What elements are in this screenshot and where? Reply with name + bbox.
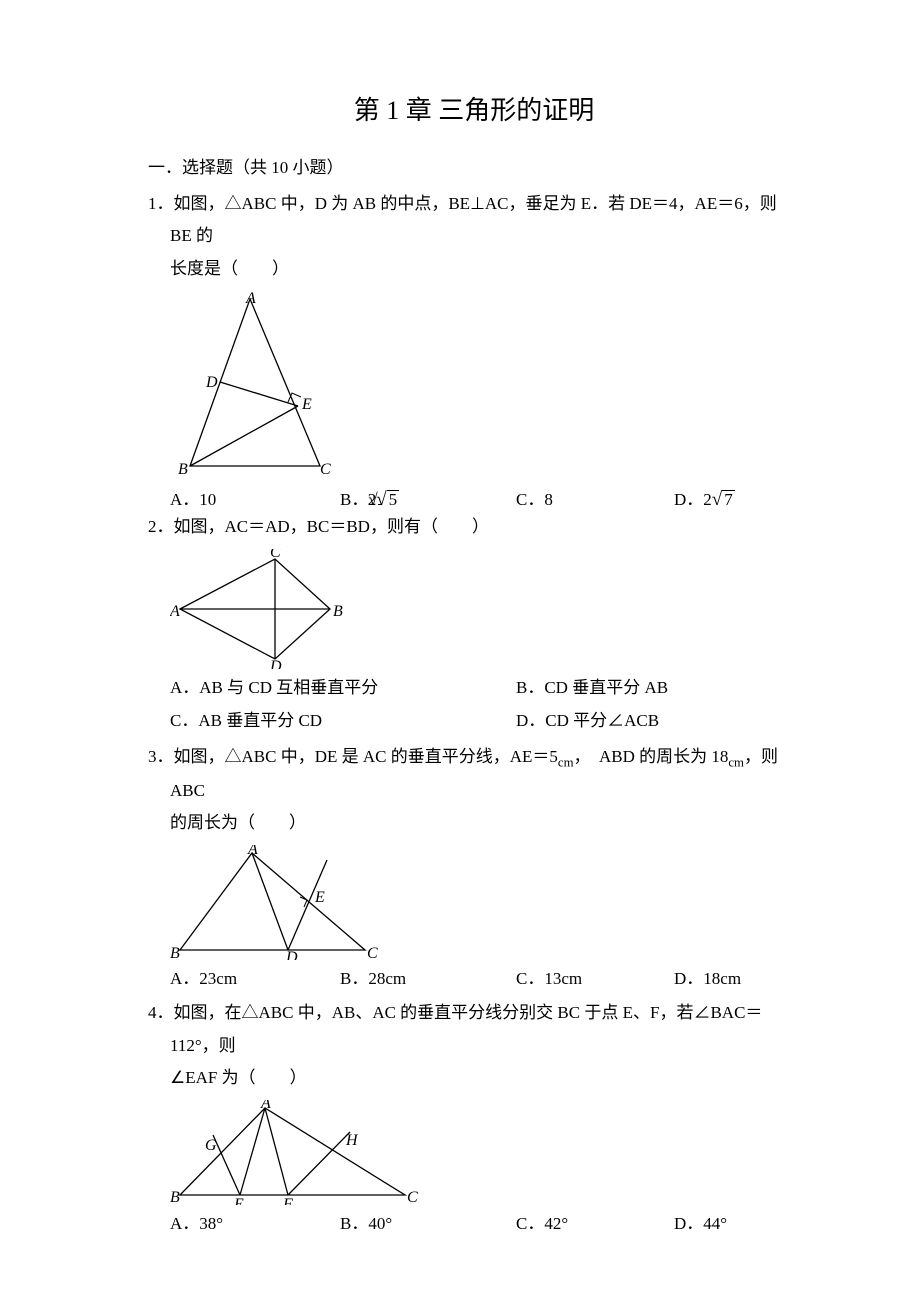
q3-figure: A B C D E <box>148 845 800 960</box>
page-title: 第 1 章 三角形的证明 <box>148 90 800 127</box>
q4-optC: C．42° <box>516 1209 674 1234</box>
q3-optB: B．28cm <box>340 964 516 989</box>
question-4: 4．如图，在△ABC 中，AB、AC 的垂直平分线分别交 BC 于点 E、F，若… <box>148 997 800 1094</box>
q4-optB: B．40° <box>340 1209 516 1234</box>
q4-label-B: B <box>170 1189 180 1205</box>
q1-optB: B．√252√5 <box>340 485 516 511</box>
question-1: 1．如图，△ABC 中，D 为 AB 的中点，BE⊥AC，垂足为 E．若 DE＝… <box>148 188 800 285</box>
q3-text-b: ， ABD 的周长为 18 <box>573 747 728 766</box>
q2-label-C: C <box>270 549 281 561</box>
q1-label-A: A <box>245 291 256 307</box>
q1-optD: D．2√7 <box>674 485 735 511</box>
q3-label-D: D <box>285 949 298 960</box>
q1-optC: C．8 <box>516 485 674 511</box>
q2-label-A: A <box>170 603 180 620</box>
q2-optA: A．AB 与 CD 互相垂直平分 <box>170 673 516 698</box>
q3-label-B: B <box>170 945 180 960</box>
q1-text: 如图，△ABC 中，D 为 AB 的中点，BE⊥AC，垂足为 E．若 DE＝4，… <box>170 194 777 245</box>
q2-number: 2． <box>148 517 174 536</box>
section-header: 一．选择题（共 10 小题） <box>148 153 800 178</box>
q2-optB: B．CD 垂直平分 AB <box>516 673 668 698</box>
q1-number: 1． <box>148 194 174 213</box>
q1-figure: A B C D E <box>148 291 800 481</box>
q3-label-E: E <box>314 889 325 906</box>
q3-optA: A．23cm <box>170 964 340 989</box>
q4-label-H: H <box>345 1132 359 1149</box>
q1-line1: 1．如图，△ABC 中，D 为 AB 的中点，BE⊥AC，垂足为 E．若 DE＝… <box>148 188 800 253</box>
q1-label-D: D <box>205 374 218 391</box>
q3-optC: C．13cm <box>516 964 674 989</box>
q3-label-C: C <box>367 945 378 960</box>
q3-sub1: cm <box>558 756 574 770</box>
q4-line2: ∠EAF 为（ ） <box>148 1062 800 1094</box>
q4-figure: A B C E F G H <box>148 1100 800 1205</box>
q2-label-B: B <box>333 603 343 620</box>
q2-line1: 2．如图，AC＝AD，BC＝BD，则有（ ） <box>148 511 800 543</box>
q3-label-A: A <box>247 845 258 858</box>
q2-figure: A B C D <box>148 549 800 669</box>
q2-label-D: D <box>269 658 282 669</box>
q4-line1: 4．如图，在△ABC 中，AB、AC 的垂直平分线分别交 BC 于点 E、F，若… <box>148 997 800 1062</box>
q3-line2: 的周长为（ ） <box>148 807 800 839</box>
q4-label-E: E <box>233 1196 244 1205</box>
q2-options: A．AB 与 CD 互相垂直平分 B．CD 垂直平分 AB C．AB 垂直平分 … <box>148 673 800 731</box>
question-2: 2．如图，AC＝AD，BC＝BD，则有（ ） <box>148 511 800 543</box>
q4-text: 如图，在△ABC 中，AB、AC 的垂直平分线分别交 BC 于点 E、F，若∠B… <box>170 1003 762 1054</box>
q1-label-C: C <box>320 461 331 478</box>
q4-optA: A．38° <box>170 1209 340 1234</box>
q1-label-B: B <box>178 461 188 478</box>
q2-text: 如图，AC＝AD，BC＝BD，则有（ ） <box>174 517 489 536</box>
q3-sub2: cm <box>728 756 744 770</box>
q4-label-G: G <box>205 1137 217 1154</box>
q2-optD: D．CD 平分∠ACB <box>516 706 659 731</box>
q4-number: 4． <box>148 1003 174 1022</box>
q4-label-C: C <box>407 1189 418 1205</box>
q1-line2: 长度是（ ） <box>148 253 800 285</box>
q1-optA: A．10 <box>170 485 340 511</box>
q3-number: 3． <box>148 747 174 766</box>
q4-optD: D．44° <box>674 1209 727 1234</box>
q2-optC: C．AB 垂直平分 CD <box>170 706 516 731</box>
q1-options: A．10 B．√252√5 C．8 D．2√7 <box>148 485 800 511</box>
q4-options: A．38° B．40° C．42° D．44° <box>148 1209 800 1234</box>
q3-text-a: 如图，△ABC 中，DE 是 AC 的垂直平分线，AE＝5 <box>174 747 558 766</box>
q3-optD: D．18cm <box>674 964 741 989</box>
question-3: 3．如图，△ABC 中，DE 是 AC 的垂直平分线，AE＝5cm， ABD 的… <box>148 741 800 839</box>
q4-label-F: F <box>282 1196 293 1205</box>
q3-line1: 3．如图，△ABC 中，DE 是 AC 的垂直平分线，AE＝5cm， ABD 的… <box>148 741 800 807</box>
q4-label-A: A <box>260 1100 271 1112</box>
q3-options: A．23cm B．28cm C．13cm D．18cm <box>148 964 800 989</box>
q1-label-E: E <box>301 396 312 413</box>
